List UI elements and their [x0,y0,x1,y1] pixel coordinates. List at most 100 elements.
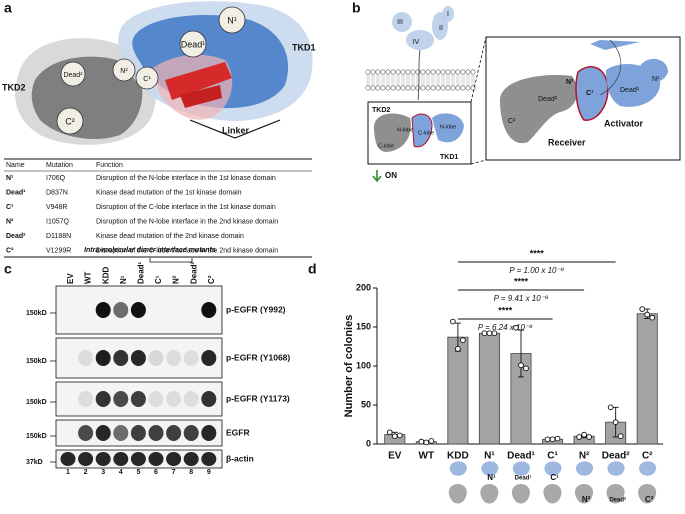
table-cell: N² [6,218,14,225]
bar [478,332,500,445]
data-point [554,435,561,442]
blot-label: β-actin [226,453,254,463]
panel-letter: a [4,0,12,16]
shape [166,425,182,441]
lane-number: 1 [66,469,70,476]
shape [500,75,578,144]
table-cell: Kinase dead mutation of the 1st kinase d… [96,189,242,196]
shape [365,69,371,75]
zoom-label: C² [508,118,516,125]
domain-label: IV [413,39,420,46]
data-point [391,433,398,440]
x-tick-label: Dead¹ [507,451,535,462]
data-point [639,306,646,312]
inset-label: N-lobe [440,124,456,130]
shape [130,350,146,366]
shape [440,85,446,91]
shape [639,461,657,476]
shape [370,85,376,91]
residue-marker [56,107,84,135]
shape [435,69,441,75]
p-value: P = 6.24 x 10⁻⁸ [478,323,533,332]
shape [390,69,396,75]
residue-label: N¹ [227,15,237,25]
shape [165,62,232,100]
shape [95,391,111,407]
shape [130,452,146,466]
shape [180,85,222,108]
data-point [576,434,582,440]
table-cell: I1057Q [46,218,70,225]
shape [445,85,451,91]
y-tick-label: 0 [366,438,371,448]
data-point [491,330,498,337]
shape [420,85,426,91]
data-point [455,345,461,352]
table-cell: N¹ [6,175,14,182]
data-point [423,439,430,446]
bar [636,313,658,445]
shape [480,483,499,504]
data-point [612,419,619,426]
data-point [460,337,466,344]
table-cell: D1188N [46,233,71,240]
shape [130,425,146,441]
shape [410,85,416,91]
shape [183,350,199,366]
shape [130,302,146,318]
residue-label: N² [120,68,128,75]
table-cell: Disruption of the C-lobe interface in th… [96,204,276,211]
shape [405,69,411,75]
significance-stars: **** [514,276,529,286]
shape [440,69,446,75]
shape [606,483,625,504]
shape [390,85,396,91]
table-cell: V948R [46,204,67,211]
shape [543,483,562,504]
shape [640,58,668,83]
data-point [523,365,529,372]
shape [166,350,182,366]
shape [78,425,94,441]
panel-letter: b [352,0,361,16]
shape [590,40,640,50]
shape [201,452,217,466]
group-label: Intra-molecular dimer interface mutants [84,247,216,254]
shape [607,461,625,476]
residue-marker [179,30,207,58]
data-point [418,438,425,445]
shape [417,49,421,101]
shape [430,85,436,91]
residue-marker [60,61,86,87]
data-point [396,432,403,439]
shape [392,12,412,32]
icon-label: Dead¹ [515,475,532,482]
shape [481,461,499,476]
lane-label: C¹ [154,275,163,284]
shape [415,69,421,75]
zoom-label: C¹ [586,90,594,97]
blot-label: p-EGFR (Y992) [226,304,286,314]
residue-marker [135,66,159,90]
shape [375,85,381,91]
icon-label: N¹ [487,473,496,482]
zoom-label: N¹ [652,76,660,83]
shape [395,85,401,91]
shape [113,452,129,466]
shape [455,69,461,75]
zoom-label: Dead² [538,96,558,103]
shape [365,85,371,91]
shape [148,350,164,366]
table-header: Function [96,162,123,169]
icon-label: Dead² [609,497,626,504]
shape [183,452,199,466]
shape [512,461,530,476]
lane-label: EV [66,273,75,284]
panel-letter: d [308,261,317,277]
lane-number: 7 [172,469,176,476]
residue-marker [218,6,246,34]
shape [113,350,129,366]
zoom-label: Activator [604,118,644,128]
shape [113,391,129,407]
table-cell: Kinase dead mutation of the 2nd kinase d… [96,233,244,240]
